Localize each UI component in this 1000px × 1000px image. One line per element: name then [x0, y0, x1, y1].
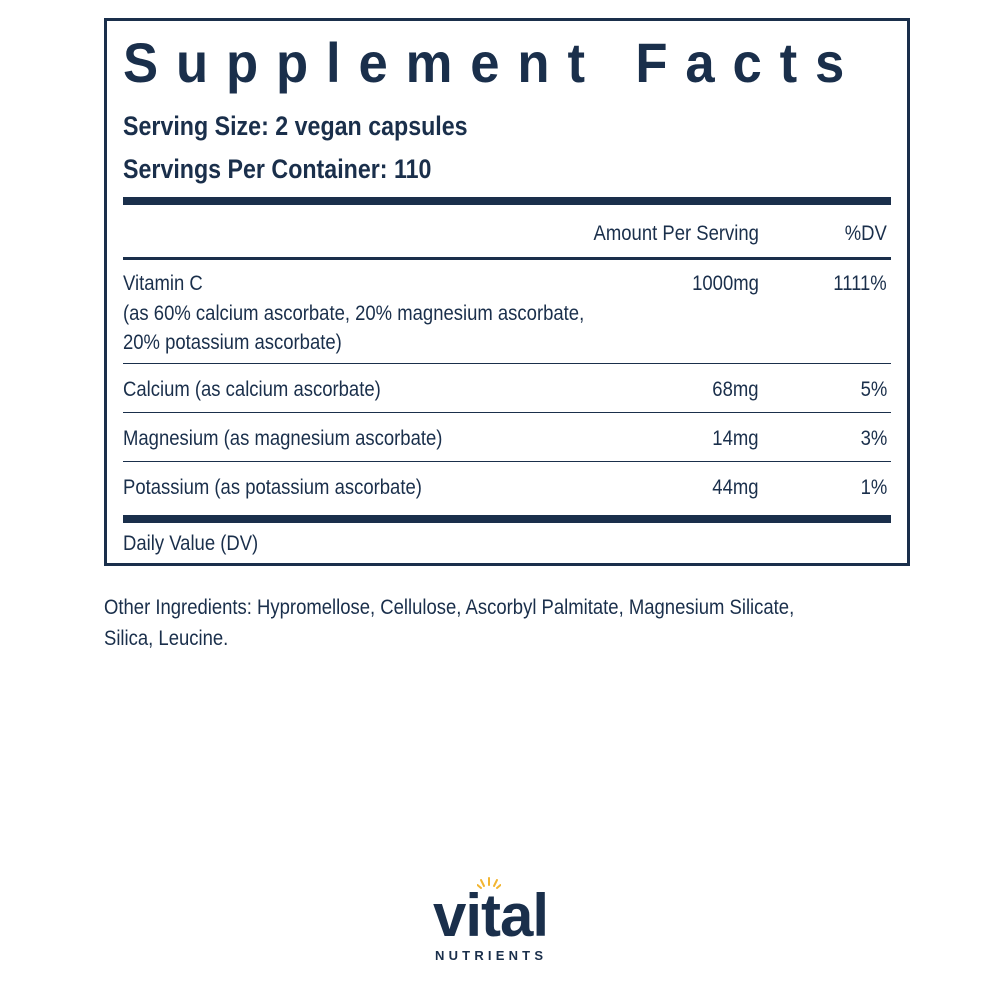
- nutrient-dv-magnesium: 3%: [860, 427, 887, 450]
- panel-title: Supplement Facts: [123, 31, 863, 94]
- nutrient-name-potassium: Potassium (as potassium ascorbate): [123, 476, 422, 499]
- brand-logo: vital NUTRIENTS: [433, 877, 589, 970]
- other-ingredients-line1: Other Ingredients: Hypromellose, Cellulo…: [104, 596, 795, 619]
- nutrient-dv-calcium: 5%: [860, 378, 887, 401]
- nutrient-amount-vitamin-c: 1000mg: [692, 272, 759, 295]
- column-header-amount: Amount Per Serving: [593, 222, 759, 245]
- other-ingredients: Other Ingredients: Hypromellose, Cellulo…: [104, 592, 878, 654]
- row-divider: [123, 461, 891, 462]
- nutrient-detail-vitamin-c-line2: 20% potassium ascorbate): [123, 331, 342, 354]
- column-header-divider: [123, 257, 891, 260]
- serving-size: Serving Size: 2 vegan capsules: [123, 111, 468, 141]
- daily-value-footnote: Daily Value (DV): [123, 532, 259, 555]
- nutrient-amount-potassium: 44mg: [712, 476, 759, 499]
- sun-icon: [477, 877, 501, 889]
- row-divider: [123, 412, 891, 413]
- servings-per-container: Servings Per Container: 110: [123, 154, 432, 184]
- footer-divider-thick: [123, 515, 891, 523]
- nutrient-name-magnesium: Magnesium (as magnesium ascorbate): [123, 427, 443, 450]
- row-divider: [123, 363, 891, 364]
- column-header-dv: %DV: [844, 222, 887, 245]
- supplement-facts-panel: Supplement Facts Serving Size: 2 vegan c…: [104, 18, 910, 566]
- nutrient-dv-potassium: 1%: [860, 476, 887, 499]
- nutrient-dv-vitamin-c: 1111%: [833, 272, 887, 295]
- nutrient-name-vitamin-c: Vitamin C: [123, 272, 203, 295]
- header-divider-thick: [123, 197, 891, 205]
- other-ingredients-line2: Silica, Leucine.: [104, 627, 229, 650]
- nutrient-name-calcium: Calcium (as calcium ascorbate): [123, 378, 381, 401]
- nutrient-amount-magnesium: 14mg: [712, 427, 759, 450]
- nutrient-amount-calcium: 68mg: [712, 378, 759, 401]
- logo-wordmark: vital: [433, 882, 549, 949]
- nutrient-detail-vitamin-c-line1: (as 60% calcium ascorbate, 20% magnesium…: [123, 302, 585, 325]
- logo-subtitle: NUTRIENTS: [435, 948, 548, 963]
